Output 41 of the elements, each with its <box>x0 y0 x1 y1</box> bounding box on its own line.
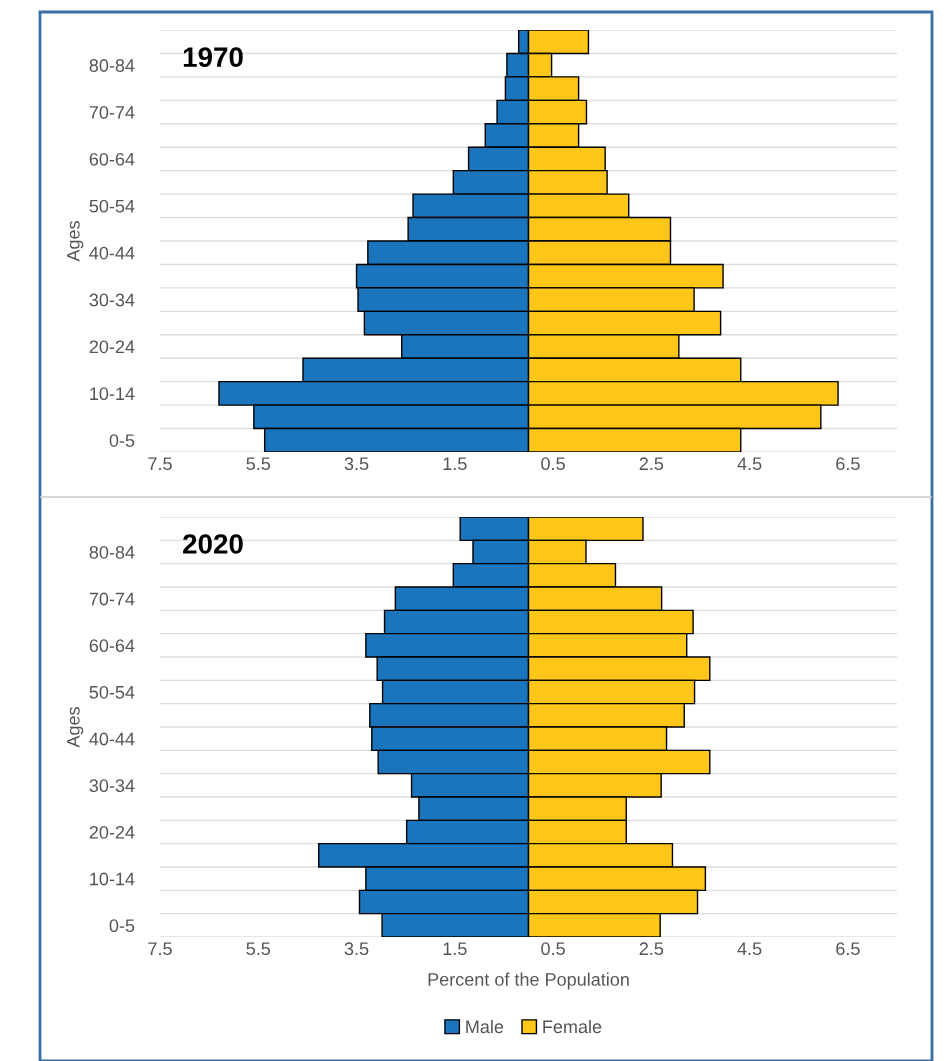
y-tick-label: 80-84 <box>89 59 135 72</box>
y-tick-label: 30-34 <box>89 779 135 793</box>
x-tick-label: 2.5 <box>639 942 664 956</box>
chart-title: 1970 <box>183 47 243 67</box>
x-tick-label: 6.5 <box>836 457 860 471</box>
y-tick-label: 20-24 <box>89 340 135 354</box>
y-tick-label: 80-84 <box>89 545 135 559</box>
y-tick-label: 30-34 <box>89 293 135 307</box>
y-tick-label: 20-24 <box>89 825 135 839</box>
x-tick-label: 2.5 <box>639 457 664 471</box>
legend-label: Female <box>543 1019 602 1034</box>
y-tick-label: 50-54 <box>89 685 135 699</box>
x-tick-label: 6.5 <box>836 942 860 956</box>
y-tick-label: 50-54 <box>89 199 135 213</box>
x-tick-label: 0.5 <box>541 457 565 471</box>
y-tick-label: 0-5 <box>109 919 135 933</box>
chart-title: 2020 <box>183 534 243 554</box>
y-tick-label: 40-44 <box>89 732 135 746</box>
y-axis-title: Ages <box>67 707 84 748</box>
x-tick-label: 5.5 <box>246 457 271 471</box>
x-tick-label: 1.5 <box>443 942 467 956</box>
x-tick-label: 4.5 <box>737 457 762 471</box>
x-tick-label: 3.5 <box>344 942 369 956</box>
y-tick-label: 70-74 <box>89 105 135 119</box>
y-tick-label: 10-14 <box>90 872 135 886</box>
x-tick-label: 1.5 <box>443 457 467 471</box>
x-tick-label: 7.5 <box>148 457 172 471</box>
x-tick-label: 0.5 <box>541 942 565 956</box>
x-tick-label: 5.5 <box>246 942 271 956</box>
legend-label: Male <box>466 1019 504 1034</box>
y-axis-title: Ages <box>67 221 84 262</box>
y-tick-label: 60-64 <box>89 152 135 166</box>
x-tick-label: 7.5 <box>148 942 172 956</box>
x-tick-label: 4.5 <box>737 942 762 956</box>
y-tick-label: 10-14 <box>90 387 135 401</box>
x-axis-title: Percent of the Population <box>428 972 629 990</box>
y-tick-label: 70-74 <box>89 592 135 606</box>
y-tick-label: 0-5 <box>109 434 135 447</box>
y-tick-label: 60-64 <box>89 639 135 653</box>
x-tick-label: 3.5 <box>344 457 369 471</box>
y-tick-label: 40-44 <box>89 246 135 260</box>
